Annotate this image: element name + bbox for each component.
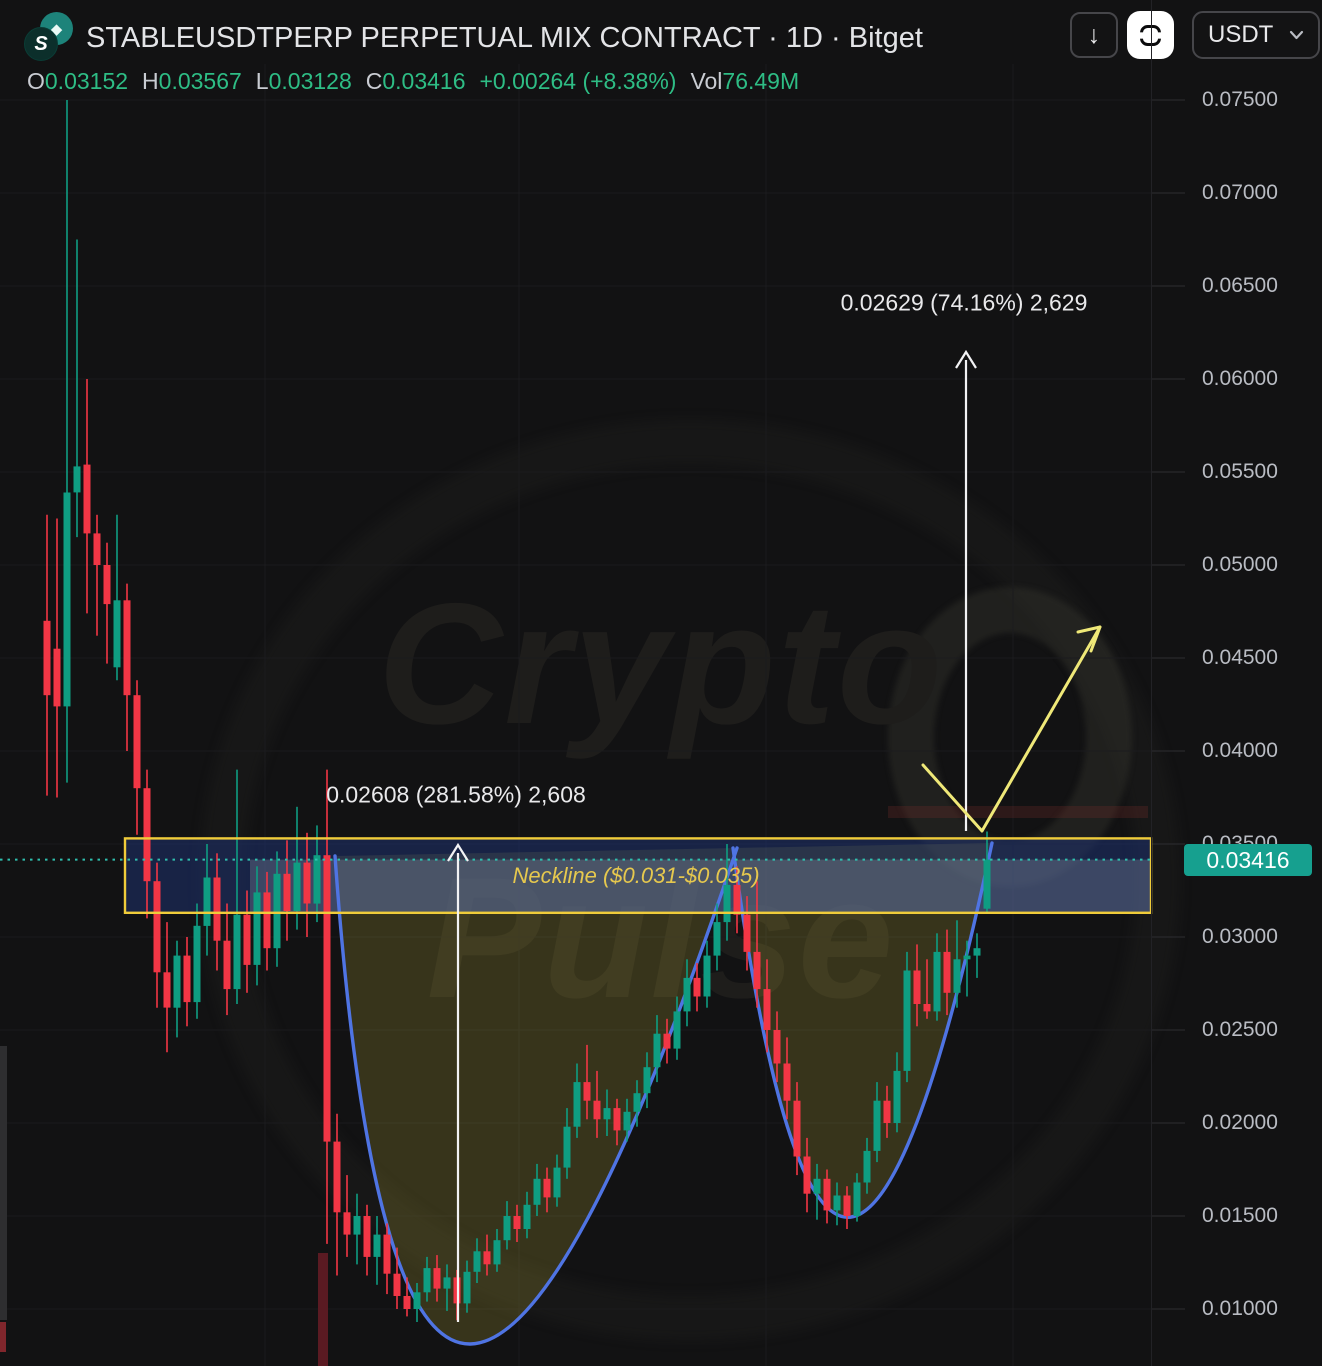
download-button[interactable]: ↓ (1070, 12, 1118, 58)
price-axis-label: 0.03000 (1202, 925, 1278, 948)
measured-move-arrow-cup[interactable] (447, 842, 469, 1322)
camera-icon (1138, 24, 1163, 46)
price-axis-label: 0.07500 (1202, 88, 1278, 111)
ohlc-change: +0.00264 (+8.38%) (479, 68, 677, 94)
ohlc-close: C0.03416 (365, 68, 466, 94)
price-axis-label: 0.02000 (1202, 1111, 1278, 1134)
symbol-title: STABLEUSDTPERP PERPETUAL MIX CONTRACT · … (86, 22, 923, 54)
price-axis-label: 0.01500 (1202, 1204, 1278, 1227)
download-icon: ↓ (1087, 20, 1101, 49)
neckline-zone-overlay (250, 859, 1151, 913)
symbol-logo: ◆ S (24, 12, 76, 64)
cup-1-outline (333, 846, 739, 1346)
screenshot-button[interactable] (1127, 11, 1174, 59)
cup-2-outline (731, 841, 994, 1219)
measured-move-label-cup: 0.02608 (281.58%) 2,608 (326, 781, 586, 808)
partial-candle-fragment (0, 1046, 7, 1320)
ohlc-open: O0.03152 (27, 68, 129, 94)
partial-candle-fragment (0, 1322, 6, 1352)
chevron-down-icon (1289, 30, 1304, 40)
price-axis[interactable]: 0.07500 0.07000 0.06500 0.06000 0.05500 0.050… (1151, 0, 1322, 1366)
ohlc-high: H0.03567 (142, 68, 242, 94)
measured-move-arrow-target[interactable] (955, 349, 977, 831)
price-axis-label: 0.06500 (1202, 274, 1278, 297)
currency-label: USDT (1208, 21, 1274, 48)
price-axis-label: 0.02500 (1202, 1018, 1278, 1041)
price-axis-label: 0.01000 (1202, 1297, 1278, 1320)
volume-readout: Vol76.49M (690, 68, 800, 94)
price-axis-label: 0.04500 (1202, 646, 1278, 669)
price-axis-label: 0.04000 (1202, 739, 1278, 762)
cup-1-fill (335, 848, 737, 1345)
price-axis-label: 0.06000 (1202, 367, 1278, 390)
measured-move-label-target: 0.02629 (74.16%) 2,629 (840, 289, 1088, 316)
neckline-label: Neckline ($0.031-$0.035) (512, 863, 760, 888)
ohlc-readout: O0.03152 H0.03567 L0.03128 C0.03416 +0.00264… (27, 68, 799, 95)
candles (43, 100, 991, 1322)
ohlc-low: L0.03128 (255, 68, 352, 94)
symbol-logo-letter: S (24, 27, 58, 61)
price-axis-label: 0.05000 (1202, 553, 1278, 576)
price-axis-label: 0.05500 (1202, 460, 1278, 483)
currency-select[interactable]: USDT (1192, 11, 1320, 59)
faded-band (888, 806, 1148, 818)
last-price-badge: 0.03416 (1184, 844, 1312, 876)
projection-arrow[interactable] (921, 625, 1102, 833)
price-axis-label: 0.07000 (1202, 181, 1278, 204)
partial-candle-fragment (318, 1253, 328, 1366)
